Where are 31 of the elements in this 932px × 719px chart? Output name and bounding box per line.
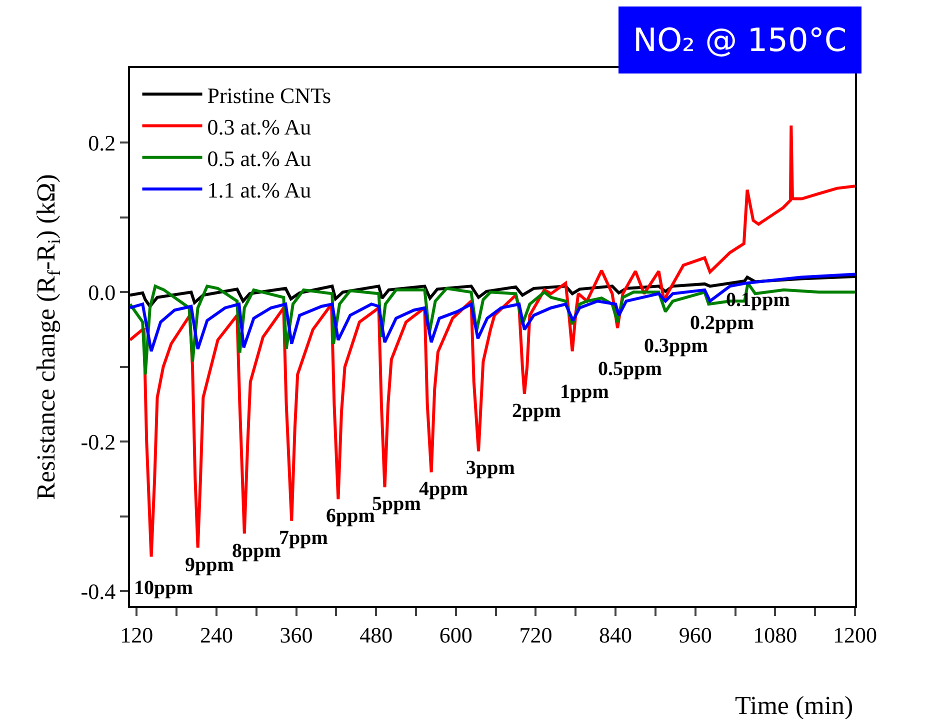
legend-label: 0.5 at.% Au [207,146,312,171]
x-tick-label: 120 [120,622,154,648]
annotation: 4ppm [419,478,468,500]
annotation: 8ppm [232,540,282,562]
annotation: 0.3ppm [644,335,708,357]
x-tick-label: 720 [519,622,552,648]
y-tick-label: 0.0 [88,280,116,305]
y-tick-label: 0.2 [88,130,116,156]
x-tick-label: 1200 [833,622,877,648]
annotation: 1ppm [560,381,610,403]
annotation: 0.1ppm [726,289,790,311]
chart-title: NO₂ @ 150°C [633,21,847,59]
x-tick-label: 840 [599,622,632,648]
x-tick-label: 600 [439,622,472,648]
annotation: 7ppm [279,527,328,549]
annotation: 0.5ppm [598,358,662,380]
x-tick-label: 480 [360,622,393,648]
x-tick-label: 960 [678,622,712,648]
legend-label: 0.3 at.% Au [207,114,312,140]
y-tick-label: -0.2 [80,429,116,454]
x-tick-label: 360 [280,622,313,648]
y-tick-label: -0.4 [80,578,116,604]
annotation: 2ppm [512,400,562,422]
annotation: 5ppm [372,493,422,515]
annotation: 10ppm [134,577,194,599]
legend-label: Pristine CNTs [207,82,331,108]
annotation: 3ppm [466,457,516,479]
annotation: 0.2ppm [690,312,754,334]
legend-label: 1.1 at.% Au [207,178,312,203]
x-tick-label: 240 [200,622,233,648]
x-tick-label: 1080 [753,622,798,648]
